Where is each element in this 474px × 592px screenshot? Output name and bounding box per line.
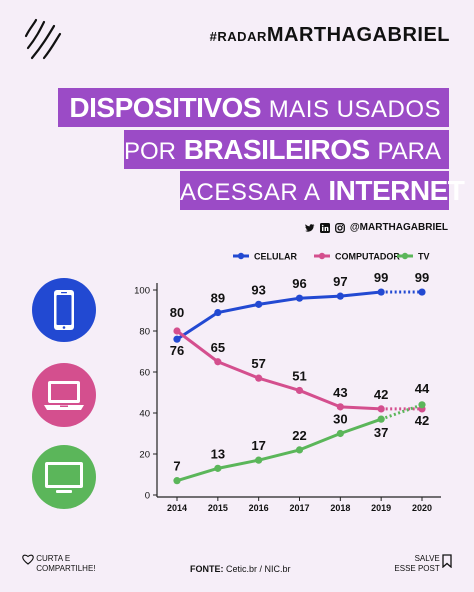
data-label: 17 xyxy=(251,438,265,453)
y-tick-label: 80 xyxy=(139,327,150,338)
legend-label: COMPUTADOR xyxy=(335,252,400,262)
data-point xyxy=(214,464,222,472)
series-line xyxy=(176,417,382,483)
device-celular xyxy=(32,278,96,342)
data-point xyxy=(173,477,181,485)
source-note: FONTE: Cetic.br / NIC.br xyxy=(190,564,291,574)
data-point xyxy=(336,292,344,300)
title-line-2: POR BRASILEIROS PARA xyxy=(124,130,449,169)
title-line-3: ACESSAR A INTERNET xyxy=(180,171,465,210)
data-label: 30 xyxy=(333,412,347,427)
share-note: CURTA E COMPARTILHE! xyxy=(22,554,106,574)
data-point xyxy=(377,405,385,413)
data-point xyxy=(255,300,263,308)
data-point xyxy=(418,288,426,296)
hashtag: #RADARMARTHAGABRIEL xyxy=(210,24,450,47)
bookmark-icon xyxy=(442,554,452,569)
legend-label: TV xyxy=(418,252,430,262)
data-point xyxy=(173,327,181,335)
x-tick-label: 2017 xyxy=(289,503,309,513)
save-text: SALVE ESSE POST xyxy=(394,554,440,573)
data-label: 43 xyxy=(333,385,347,400)
legend-swatch-marker xyxy=(318,252,326,260)
x-tick-label: 2015 xyxy=(208,503,228,513)
y-tick-label: 20 xyxy=(139,450,150,461)
y-tick-label: 100 xyxy=(134,286,150,297)
data-point xyxy=(418,401,426,409)
data-point xyxy=(255,456,263,464)
title-line-1: DISPOSITIVOS MAIS USADOS xyxy=(58,88,449,127)
series-line xyxy=(176,290,382,341)
data-label: 97 xyxy=(333,274,347,289)
data-point xyxy=(173,335,181,343)
series-projection-line xyxy=(380,403,423,421)
data-label: 42 xyxy=(374,387,388,402)
heart-icon xyxy=(22,554,34,565)
data-point xyxy=(214,358,222,366)
title-line2-normal-b: PARA xyxy=(377,138,442,165)
x-tick-label: 2014 xyxy=(167,503,187,513)
data-point xyxy=(214,308,222,317)
data-label: 13 xyxy=(211,446,225,461)
tv-icon xyxy=(45,462,83,493)
source-text: Cetic.br / NIC.br xyxy=(226,564,291,574)
x-tick-label: 2016 xyxy=(249,503,269,513)
source-label: FONTE: xyxy=(190,564,224,574)
data-label: 96 xyxy=(292,276,306,291)
title-line2-normal-a: POR xyxy=(124,138,177,165)
y-tick-label: 40 xyxy=(139,409,150,420)
series-line xyxy=(176,329,382,411)
brand-logo xyxy=(24,18,62,60)
data-label: 22 xyxy=(292,428,306,443)
data-label: 57 xyxy=(251,356,265,371)
linkedin-icon xyxy=(319,222,330,233)
y-tick-label: 60 xyxy=(139,368,150,379)
legend-label: CELULAR xyxy=(254,252,297,262)
twitter-icon xyxy=(304,223,315,232)
share-text: CURTA E COMPARTILHE! xyxy=(36,554,96,573)
data-label: 89 xyxy=(211,291,225,306)
title-line3-normal: ACESSAR A xyxy=(180,179,321,206)
title-line2-bold: BRASILEIROS xyxy=(183,134,370,165)
data-point xyxy=(295,446,304,454)
y-tick-label: 0 xyxy=(145,491,150,502)
data-point xyxy=(255,374,263,382)
data-label: 37 xyxy=(374,425,388,440)
legend-swatch-marker xyxy=(401,252,409,260)
x-tick-label: 2020 xyxy=(412,503,432,513)
social-handles: @MARTHAGABRIEL xyxy=(304,222,448,233)
data-label: 44 xyxy=(415,381,430,396)
laptop-icon xyxy=(44,381,84,410)
data-label: 76 xyxy=(170,343,184,358)
data-point xyxy=(295,294,304,302)
social-handle: @MARTHAGABRIEL xyxy=(349,222,448,233)
data-label: 42 xyxy=(415,413,429,428)
title-line1-bold: DISPOSITIVOS xyxy=(69,92,262,123)
data-label: 99 xyxy=(374,270,388,285)
legend-swatch-marker xyxy=(237,252,245,260)
hashtag-name: MARTHAGABRIEL xyxy=(266,24,450,46)
data-label: 93 xyxy=(251,282,265,297)
instagram-icon xyxy=(334,222,345,233)
hashtag-prefix: #RADAR xyxy=(209,29,267,44)
data-label: 7 xyxy=(173,459,180,474)
x-tick-label: 2018 xyxy=(330,503,350,513)
device-tv xyxy=(32,445,96,509)
title-line1-normal: MAIS USADOS xyxy=(268,96,441,123)
device-computador xyxy=(32,363,96,427)
data-point xyxy=(295,386,304,395)
data-label: 80 xyxy=(170,305,184,320)
smartphone-icon xyxy=(54,290,74,330)
data-label: 51 xyxy=(292,368,306,383)
data-point xyxy=(336,403,344,411)
data-point xyxy=(377,288,385,296)
data-point xyxy=(336,429,344,438)
data-point xyxy=(377,415,385,423)
save-note: SALVE ESSE POST xyxy=(392,554,452,574)
x-tick-label: 2019 xyxy=(371,503,391,513)
data-label: 65 xyxy=(211,340,225,355)
title-line3-bold: INTERNET xyxy=(328,175,465,206)
data-label: 99 xyxy=(415,270,429,285)
